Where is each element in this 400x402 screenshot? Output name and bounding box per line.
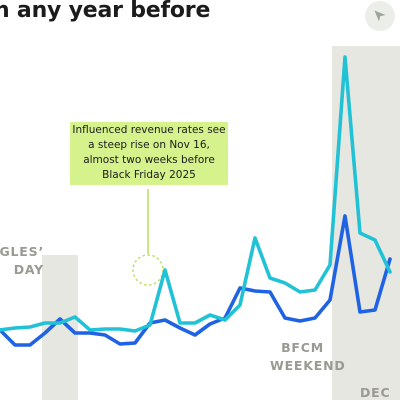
dec-axis-label: DEC [360, 385, 391, 400]
page-title: n any year before [0, 0, 211, 23]
annotation-callout: Influenced revenue rates see a steep ris… [70, 122, 228, 185]
singles-day-band [42, 255, 78, 400]
corner-button[interactable] [365, 1, 395, 31]
series-2025-line [0, 214, 392, 347]
series-prior-line [0, 55, 392, 333]
singles-day-label: GLES’ DAY [0, 244, 44, 278]
bfcm-weekend-label: BFCM WEEKEND [270, 340, 346, 374]
annotation-highlight-ring [132, 254, 164, 286]
compass-arrow-icon [374, 10, 386, 22]
